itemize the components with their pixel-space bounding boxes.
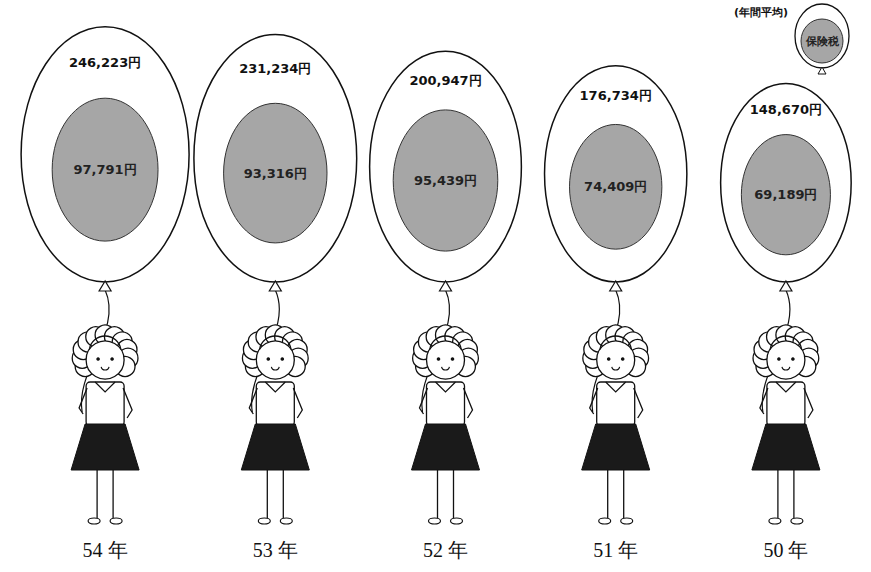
svg-text:200,947円: 200,947円	[409, 73, 481, 88]
svg-text:93,316円: 93,316円	[244, 166, 307, 181]
svg-text:53 年: 53 年	[253, 539, 298, 561]
svg-text:(年間平均): (年間平均)	[734, 6, 788, 19]
svg-text:54 年: 54 年	[83, 539, 128, 561]
svg-text:148,670円: 148,670円	[750, 102, 822, 117]
svg-text:51 年: 51 年	[593, 539, 638, 561]
svg-text:保険税: 保険税	[805, 35, 840, 48]
svg-text:74,409円: 74,409円	[584, 179, 647, 194]
svg-text:52 年: 52 年	[423, 539, 468, 561]
svg-text:97,791円: 97,791円	[74, 162, 137, 177]
svg-text:95,439円: 95,439円	[414, 173, 477, 188]
svg-text:246,223円: 246,223円	[69, 55, 141, 70]
svg-text:231,234円: 231,234円	[239, 61, 311, 76]
svg-text:176,734円: 176,734円	[580, 88, 652, 103]
svg-text:50 年: 50 年	[763, 539, 808, 561]
svg-text:69,189円: 69,189円	[754, 187, 817, 202]
